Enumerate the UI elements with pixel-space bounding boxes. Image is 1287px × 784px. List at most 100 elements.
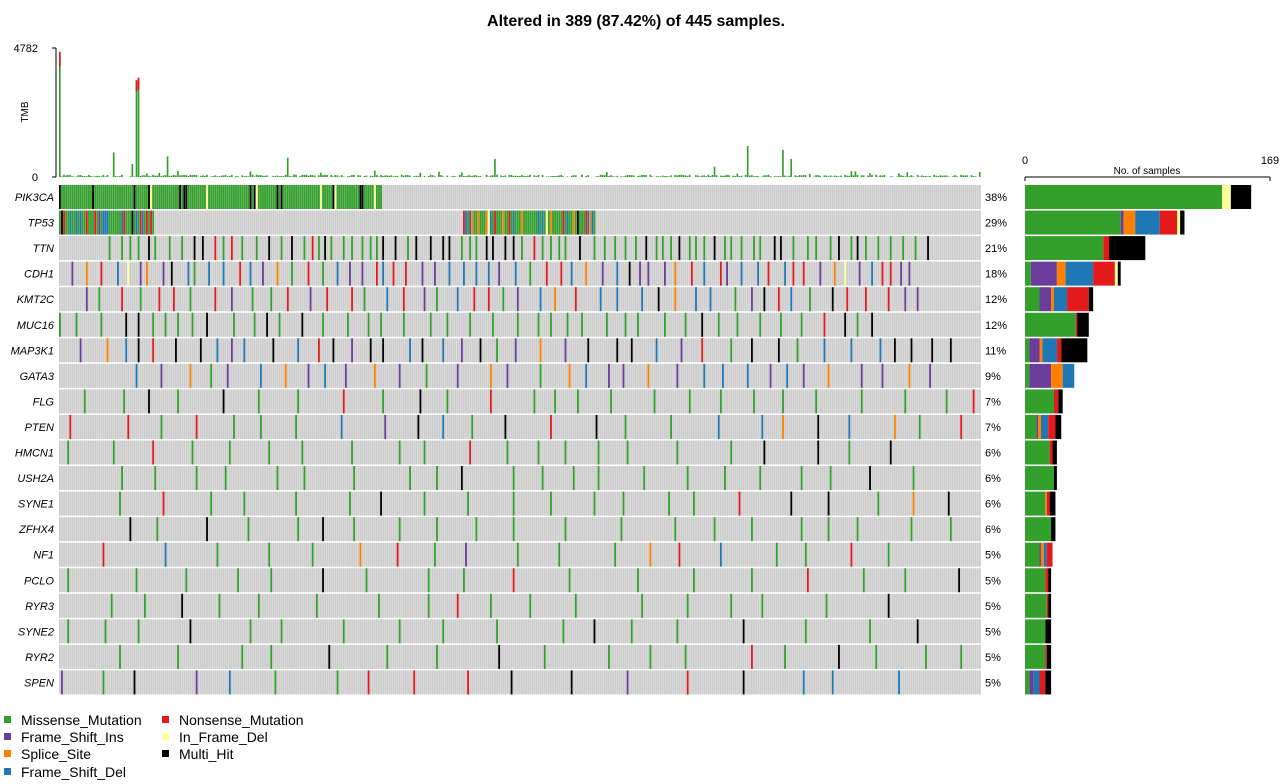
sample-cell (715, 338, 718, 363)
sample-cell (371, 363, 374, 388)
mutation-cell (382, 236, 385, 261)
sample-cell (612, 389, 615, 414)
mutation-cell (850, 236, 853, 261)
sample-cell (123, 236, 126, 261)
sample-cell (972, 312, 975, 337)
tmb-bar (722, 175, 724, 177)
sample-cell (877, 261, 880, 286)
mutation-cell (543, 210, 546, 235)
sample-cell (417, 210, 420, 235)
mutation-cell (539, 338, 542, 363)
sample-cell (873, 287, 876, 312)
gene-percent-label: 29% (985, 218, 1007, 230)
sample-cell (715, 363, 718, 388)
tmb-bar (313, 175, 316, 177)
count-bar-segment (1056, 338, 1062, 363)
mutation-cell (85, 261, 88, 286)
sample-cell (191, 236, 194, 261)
sample-cell (960, 236, 963, 261)
sample-cell (444, 185, 447, 209)
tmb-bar (88, 174, 90, 177)
tmb-bar (75, 176, 78, 177)
mutation-cell (560, 261, 563, 286)
sample-cell (73, 338, 76, 363)
mutation-cell (276, 185, 279, 209)
sample-cell (806, 338, 809, 363)
tmb-bar (230, 174, 233, 177)
sample-cell (848, 236, 851, 261)
sample-cell (651, 389, 654, 414)
sample-cell (423, 185, 426, 209)
sample-cell (968, 261, 971, 286)
mutation-cell (877, 236, 880, 261)
sample-cell (651, 185, 654, 209)
mutation-cell (908, 363, 911, 388)
sample-cell (898, 338, 900, 363)
sample-cell (937, 185, 940, 209)
sample-cell (452, 236, 455, 261)
sample-cell (595, 389, 598, 414)
sample-cell (106, 236, 109, 261)
sample-cell (823, 185, 826, 209)
sample-cell (114, 236, 117, 261)
sample-cell (293, 261, 295, 286)
sample-cell (396, 338, 399, 363)
sample-cell (966, 236, 969, 261)
sample-cell (833, 287, 836, 312)
sample-cell (367, 389, 370, 414)
sample-cell (59, 236, 61, 261)
tmb-bar (929, 175, 931, 177)
sample-cell (284, 287, 287, 312)
sample-cell (394, 312, 397, 337)
sample-cell (456, 185, 459, 209)
sample-cell (402, 210, 405, 235)
sample-cell (541, 389, 544, 414)
sample-cell (156, 261, 159, 286)
sample-cell (951, 363, 954, 388)
sample-cell (228, 261, 231, 286)
mutation-cell (253, 312, 256, 337)
sample-cell (220, 287, 223, 312)
sample-cell (421, 389, 424, 414)
mutation-cell (210, 363, 213, 388)
sample-cell (338, 338, 341, 363)
mutation-cell (605, 312, 608, 337)
sample-cell (885, 261, 888, 286)
mutation-cell (270, 185, 273, 209)
mutation-cell (581, 210, 583, 235)
mutation-cell (139, 287, 142, 312)
sample-cell (347, 261, 349, 286)
sample-cell (881, 210, 884, 235)
sample-cell (541, 338, 544, 363)
tmb-bar (394, 175, 397, 177)
sample-cell (340, 210, 343, 235)
mutation-cell (71, 210, 74, 235)
sample-cell (133, 389, 136, 414)
sample-cell (643, 185, 646, 209)
sample-cell (469, 389, 472, 414)
sample-cell (564, 389, 567, 414)
tmb-bar (473, 175, 476, 177)
sample-cell (322, 236, 324, 261)
sample-cell (630, 389, 633, 414)
sample-cell (413, 338, 416, 363)
mutation-cell (373, 363, 376, 388)
mutation-cell (208, 185, 210, 209)
sample-cell (804, 185, 807, 209)
tmb-bar (933, 174, 936, 177)
tmb-bar (274, 176, 277, 177)
mutation-cell (574, 287, 577, 312)
mutation-cell (902, 236, 905, 261)
mutation-cell (75, 312, 78, 337)
tmb-bar (935, 175, 938, 177)
sample-cell (711, 389, 714, 414)
sample-cell (65, 287, 68, 312)
mutation-cell (81, 185, 84, 209)
sample-cell (545, 389, 548, 414)
mutation-cell (591, 210, 594, 235)
mutation-cell (94, 185, 97, 209)
sample-cell (220, 312, 223, 337)
sample-cell (504, 312, 507, 337)
sample-cell (552, 287, 554, 312)
tmb-bar (407, 175, 409, 177)
